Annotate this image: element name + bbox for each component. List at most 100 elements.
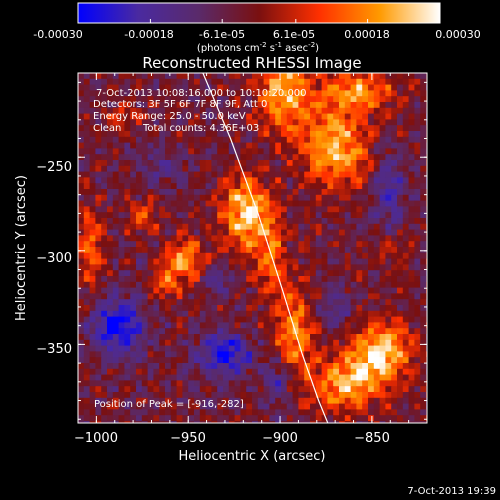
heatmap-cell — [205, 421, 212, 423]
heatmap-cell — [252, 339, 259, 347]
heatmap-cell — [89, 363, 96, 370]
heatmap-cell — [304, 299, 311, 306]
heatmap-cell — [199, 136, 207, 144]
heatmap-cell — [211, 142, 218, 149]
heatmap-cell — [199, 154, 207, 161]
heatmap-cell — [385, 235, 392, 242]
heatmap-cell — [194, 148, 201, 155]
heatmap-cell — [414, 218, 421, 225]
heatmap-cell — [292, 177, 299, 184]
y-tick-label-0: −250 — [36, 160, 72, 175]
heatmap-cell — [333, 171, 340, 178]
heatmap-cell — [373, 351, 381, 358]
heatmap-cell — [321, 102, 328, 109]
heatmap-cell — [315, 287, 323, 294]
heatmap-cell — [199, 107, 207, 115]
heatmap-cell — [373, 229, 381, 236]
heatmap-cell — [397, 177, 404, 184]
heatmap-cell — [211, 316, 218, 323]
heatmap-cell — [298, 160, 305, 167]
heatmap-cell — [153, 218, 160, 225]
heatmap-cell — [194, 73, 201, 80]
heatmap-cell — [182, 200, 189, 207]
heatmap-cell — [188, 357, 195, 364]
heatmap-cell — [107, 357, 114, 364]
heatmap-cell — [420, 131, 427, 138]
heatmap-cell — [136, 136, 143, 144]
heatmap-cell — [89, 241, 96, 248]
heatmap-cell — [350, 310, 357, 318]
heatmap-cell — [315, 293, 323, 300]
heatmap-cell — [327, 264, 334, 271]
heatmap-cell — [402, 252, 410, 260]
heatmap-cell — [286, 218, 294, 225]
heatmap-cell — [269, 165, 276, 173]
colorbar-tick-label-3: 6.1e-05 — [273, 28, 315, 41]
heatmap-cell — [89, 136, 96, 144]
heatmap-cell — [304, 136, 311, 144]
heatmap-cell — [107, 84, 114, 91]
heatmap-cell — [304, 397, 311, 405]
heatmap-cell — [199, 397, 207, 405]
heatmap-cell — [252, 403, 259, 410]
heatmap-cell — [414, 270, 421, 277]
heatmap-cell — [234, 73, 241, 80]
heatmap-cell — [234, 316, 241, 323]
heatmap-cell — [327, 276, 334, 283]
heatmap-cell — [188, 409, 195, 416]
heatmap-cell — [333, 189, 340, 196]
heatmap-cell — [78, 281, 85, 289]
heatmap-cell — [170, 305, 178, 312]
heatmap-cell — [350, 392, 357, 399]
heatmap-cell — [130, 287, 137, 294]
heatmap-cell — [420, 380, 427, 387]
heatmap-cell — [246, 409, 253, 416]
heatmap-cell — [101, 113, 108, 120]
heatmap-cell — [263, 131, 270, 138]
heatmap-cell — [107, 125, 114, 132]
heatmap-cell — [147, 78, 154, 86]
heatmap-cell — [107, 270, 114, 277]
heatmap-cell — [205, 403, 212, 410]
heatmap-cell — [170, 334, 178, 341]
heatmap-cell — [240, 386, 247, 393]
heatmap-cell — [379, 165, 386, 173]
heatmap-cell — [333, 148, 340, 155]
heatmap-cell — [391, 351, 398, 358]
heatmap-cell — [385, 345, 392, 352]
heatmap-cell — [205, 316, 212, 323]
heatmap-cell — [107, 235, 114, 242]
heatmap-cell — [118, 281, 125, 289]
heatmap-cell — [286, 334, 294, 341]
heatmap-cell — [339, 200, 346, 207]
heatmap-cell — [281, 90, 288, 97]
heatmap-cell — [211, 328, 218, 335]
heatmap-cell — [246, 328, 253, 335]
heatmap-cell — [257, 334, 265, 341]
heatmap-cell — [344, 102, 352, 109]
heatmap-cell — [170, 368, 178, 376]
heatmap-cell — [263, 183, 270, 190]
heatmap-cell — [315, 276, 323, 283]
heatmap-cell — [257, 305, 265, 312]
heatmap-cell — [362, 305, 369, 312]
heatmap-cell — [286, 136, 294, 144]
heatmap-cell — [321, 212, 328, 219]
heatmap-cell — [182, 73, 189, 80]
heatmap-cell — [83, 142, 91, 149]
heatmap-cell — [246, 171, 253, 178]
heatmap-cell — [182, 334, 189, 341]
heatmap-cell — [281, 73, 288, 80]
heatmap-cell — [385, 241, 392, 248]
heatmap-cell — [292, 194, 299, 202]
heatmap-cell — [420, 194, 427, 202]
heatmap-cell — [310, 212, 317, 219]
heatmap-cell — [350, 125, 357, 132]
heatmap-cell — [263, 119, 270, 126]
heatmap-cell — [333, 194, 340, 202]
heatmap-cell — [101, 183, 108, 190]
heatmap-cell — [107, 264, 114, 271]
heatmap-cell — [141, 264, 149, 271]
heatmap-cell — [339, 310, 346, 318]
heatmap-cell — [321, 200, 328, 207]
